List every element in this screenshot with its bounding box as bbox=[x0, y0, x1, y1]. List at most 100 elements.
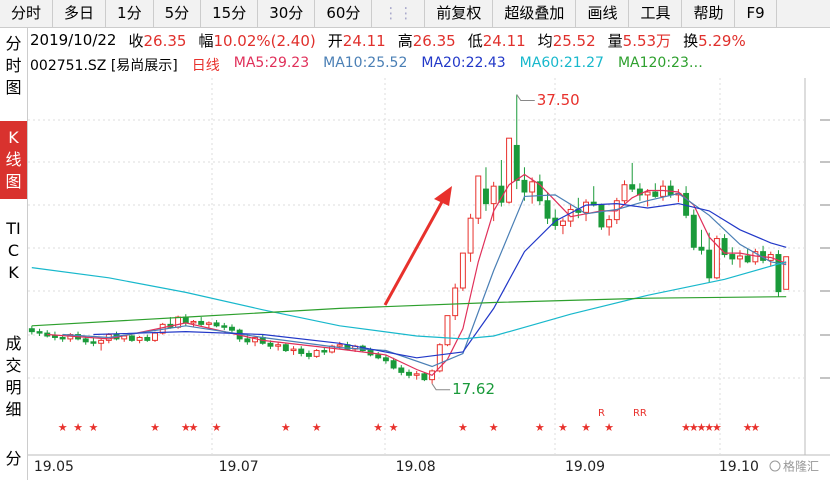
candle-body bbox=[413, 373, 420, 376]
candle-body bbox=[606, 219, 613, 228]
candle-body bbox=[182, 316, 189, 324]
signal-star: ★ bbox=[212, 421, 222, 434]
candle-body bbox=[452, 287, 459, 317]
candle-body bbox=[744, 255, 751, 263]
quote-field: 收26.35 bbox=[128, 30, 186, 51]
signal-star: ★ bbox=[604, 421, 614, 434]
signal-star: ★ bbox=[389, 421, 399, 434]
candle-body bbox=[90, 341, 97, 344]
trend-arrow bbox=[383, 186, 452, 306]
quote-value: 10.02%(2.40) bbox=[213, 31, 316, 50]
candle-body bbox=[205, 322, 212, 325]
candle-body bbox=[290, 348, 297, 352]
menu[interactable]: F9 bbox=[735, 0, 777, 27]
candle-body bbox=[636, 188, 643, 196]
quote-field: 开24.11 bbox=[328, 30, 386, 51]
period: 日线 bbox=[191, 58, 220, 74]
candle-body bbox=[721, 238, 728, 256]
sidebar-tab[interactable]: 分 bbox=[5, 449, 22, 468]
menu[interactable]: 前复权 bbox=[425, 0, 494, 27]
ma-line bbox=[31, 261, 787, 340]
signal-star: ★ bbox=[681, 421, 691, 434]
candle-body bbox=[198, 320, 205, 325]
candle-body bbox=[398, 367, 405, 373]
quote-field: 均25.52 bbox=[538, 30, 596, 51]
sidebar-tab[interactable]: K线图 bbox=[0, 121, 27, 199]
tab[interactable]: 30分 bbox=[258, 0, 316, 27]
signal-star: ★ bbox=[181, 421, 191, 434]
signal-star: ★ bbox=[373, 421, 383, 434]
quote-value: 25.52 bbox=[552, 31, 596, 50]
quote-field: 换5.29% bbox=[683, 30, 746, 51]
menu[interactable]: 帮助 bbox=[682, 0, 736, 27]
signal-star: ★ bbox=[150, 421, 160, 434]
sidebar-tab[interactable]: TICK bbox=[6, 219, 21, 282]
signal-star: ★ bbox=[58, 421, 68, 434]
candle-body bbox=[28, 328, 35, 333]
signal-star: ★ bbox=[535, 421, 545, 434]
quote-value: 5.29% bbox=[698, 31, 746, 50]
x-tick-label: 19.07 bbox=[219, 459, 259, 475]
menu[interactable]: 超级叠加 bbox=[493, 0, 577, 27]
menu[interactable]: 画线 bbox=[576, 0, 630, 27]
signal-star: ★ bbox=[281, 421, 291, 434]
sidebar-tab[interactable]: 分时图 bbox=[5, 34, 22, 97]
quote-value: 24.11 bbox=[482, 31, 526, 50]
menu[interactable]: 工具 bbox=[629, 0, 683, 27]
tab[interactable]: 15分 bbox=[201, 0, 259, 27]
ma-legend: MA20:22.43 bbox=[421, 55, 506, 71]
quote-field: 低24.11 bbox=[468, 30, 526, 51]
ma-line bbox=[93, 202, 787, 359]
candle-body bbox=[36, 331, 43, 334]
candle-body bbox=[567, 208, 574, 222]
signal-star: ★ bbox=[581, 421, 591, 434]
quote-field: 幅10.02%(2.40) bbox=[198, 30, 315, 51]
tab[interactable]: 60分 bbox=[315, 0, 373, 27]
x-tick-label: 19.08 bbox=[396, 459, 436, 475]
tab[interactable]: 1分 bbox=[106, 0, 154, 27]
ma-legend: MA60:21.27 bbox=[519, 55, 604, 71]
candle-body bbox=[421, 373, 428, 381]
candle-body bbox=[559, 220, 566, 226]
candle-body bbox=[598, 204, 605, 228]
candle-body bbox=[128, 335, 135, 341]
sidebar-tab[interactable]: 成交明细 bbox=[5, 334, 22, 419]
sidebar: 分时图 K线图 TICK 成交明细分 bbox=[0, 28, 28, 480]
tab[interactable]: 分时 bbox=[0, 0, 54, 27]
candle-body bbox=[529, 181, 536, 193]
icon[interactable]: ⋮⋮ bbox=[372, 0, 426, 27]
quote-date: 2019/10/22 bbox=[30, 31, 117, 49]
right-ticks bbox=[820, 119, 830, 379]
quote-value: 26.35 bbox=[143, 31, 187, 50]
candle-body bbox=[136, 336, 143, 341]
candle-body bbox=[213, 322, 220, 327]
quote-label: 换 bbox=[683, 31, 699, 50]
candle-body bbox=[737, 255, 743, 260]
candle-body bbox=[706, 249, 713, 279]
candle-body bbox=[82, 338, 89, 343]
signal-label: R bbox=[598, 408, 605, 419]
candle-body bbox=[629, 184, 636, 190]
watermark-logo bbox=[769, 460, 781, 472]
candle-body bbox=[652, 191, 659, 197]
candle-body bbox=[275, 344, 282, 347]
candle-body bbox=[544, 200, 551, 219]
ma-legend: MA5:29.23 bbox=[233, 55, 310, 71]
quote-label: 幅 bbox=[198, 31, 214, 50]
signal-star: ★ bbox=[712, 421, 722, 434]
candle-body bbox=[59, 336, 66, 340]
candle-body bbox=[144, 336, 151, 341]
candle-body bbox=[336, 344, 343, 347]
annotation-label: 37.50 bbox=[537, 91, 580, 109]
symbol: 002751.SZ [易尚展示] bbox=[30, 58, 178, 74]
annotation-label: 17.62 bbox=[452, 380, 495, 398]
tab[interactable]: 5分 bbox=[154, 0, 202, 27]
x-tick-label: 19.09 bbox=[565, 459, 605, 475]
candle-body bbox=[98, 339, 105, 344]
candle-body bbox=[644, 191, 651, 196]
quote-field: 高26.35 bbox=[398, 30, 456, 51]
candle-body bbox=[536, 181, 543, 202]
tab[interactable]: 多日 bbox=[53, 0, 107, 27]
candle-body bbox=[698, 246, 705, 251]
candle-body bbox=[375, 354, 382, 359]
